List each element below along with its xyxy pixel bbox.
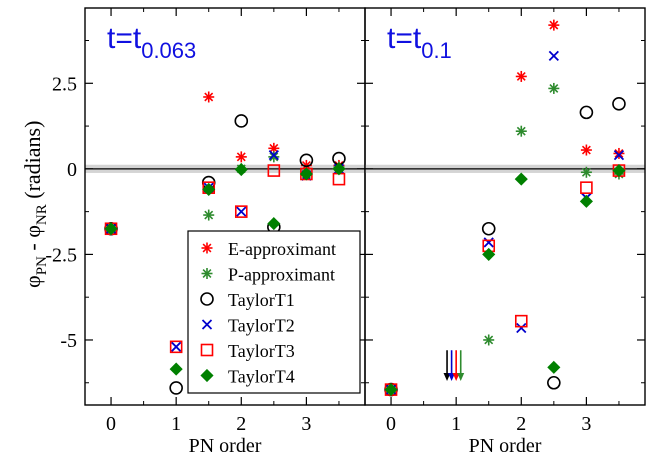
point-taylort1 — [579, 105, 594, 120]
legend-label-e-approximant: E-approximant — [228, 239, 336, 259]
point-e-approximant — [235, 151, 247, 163]
point-p-approximant — [580, 166, 592, 178]
point-taylort3 — [580, 181, 593, 194]
panel-title: t=t0.1 — [387, 22, 452, 63]
arrow-marker — [457, 350, 465, 382]
point-e-approximant — [548, 19, 560, 31]
point-taylort2 — [516, 322, 527, 334]
series-taylort1 — [384, 97, 626, 397]
legend-frame — [187, 230, 361, 394]
panel-1: 2.5 0 -2.5 -5 0 1 2 3 PN order t=t0.063 — [45, 7, 366, 457]
series-taylort4 — [104, 162, 346, 376]
point-taylort4 — [612, 163, 626, 178]
series-taylort4 — [384, 163, 626, 397]
point-taylort3 — [267, 164, 281, 177]
y-label-phi-main: φ — [20, 275, 45, 288]
legend: E-approximant P-approximant TaylorT1 Taylor… — [187, 230, 361, 394]
point-taylort1 — [299, 153, 314, 168]
legend-marker-taylort3 — [200, 343, 214, 357]
point-taylort4 — [202, 182, 216, 196]
point-taylort4 — [299, 167, 313, 181]
point-p-approximant — [268, 151, 280, 163]
point-p-approximant — [548, 82, 560, 94]
panel-frame — [364, 7, 646, 406]
arrow-marker — [443, 350, 451, 382]
point-taylort4 — [547, 360, 561, 374]
panel-title: t=t0.063 — [107, 22, 196, 63]
point-taylort4 — [332, 162, 346, 176]
y-tick-label: 2.5 — [52, 73, 77, 95]
x-tick-label: 1 — [171, 413, 181, 435]
point-taylort4 — [234, 162, 248, 177]
point-e-approximant — [203, 91, 215, 103]
y-axis-label: φPN - φNR (radians) — [20, 121, 50, 288]
x-tick-label: 0 — [386, 413, 396, 435]
y-tick-label: -5 — [60, 330, 77, 352]
point-taylort2 — [548, 50, 559, 62]
point-taylort2 — [613, 150, 625, 161]
point-e-approximant — [580, 144, 592, 156]
legend-marker-taylort2 — [201, 319, 213, 330]
legend-label-taylort4: TaylorT4 — [228, 367, 295, 387]
point-taylort4 — [267, 217, 281, 231]
point-taylort1 — [234, 114, 249, 128]
arrow-marker — [448, 350, 456, 382]
svg-text:φPN - φNR (radians): φPN - φNR (radians) — [20, 121, 50, 288]
y-label-sub-nr: NR — [34, 204, 50, 225]
series-e-approximant — [385, 19, 625, 396]
point-e-approximant — [613, 147, 625, 159]
x-tick-label: 2 — [516, 413, 526, 435]
point-taylort1 — [481, 221, 496, 236]
x-tick-label: 3 — [301, 413, 311, 435]
series-e-approximant — [105, 91, 345, 235]
point-taylort4 — [514, 172, 528, 186]
legend-label-taylort1: TaylorT1 — [228, 290, 295, 310]
x-tick-label: 3 — [581, 413, 591, 435]
legend-marker-p-approximant — [201, 268, 213, 279]
x-axis-label: PN order — [469, 435, 542, 457]
point-taylort1 — [169, 381, 183, 395]
legend-marker-e-approximant — [201, 242, 213, 254]
point-taylort2 — [268, 150, 279, 161]
legend-label-taylort2: TaylorT2 — [228, 316, 295, 336]
point-taylort3 — [234, 205, 248, 218]
point-taylort4 — [384, 383, 398, 397]
legend-label-p-approximant: P-approximant — [228, 265, 335, 285]
point-taylort4 — [169, 362, 183, 376]
y-tick-label: 0 — [67, 159, 77, 181]
legend-marker-taylort4 — [200, 368, 214, 383]
y-label-unit: (radians) — [20, 121, 45, 205]
point-taylort4 — [104, 222, 118, 236]
x-tick-label: 1 — [451, 413, 461, 435]
point-taylort4 — [579, 194, 593, 208]
legend-label-taylort3: TaylorT3 — [228, 341, 295, 361]
point-taylort1 — [547, 375, 561, 390]
x-tick-label: 0 — [106, 413, 116, 435]
point-e-approximant — [515, 70, 527, 82]
point-p-approximant — [203, 209, 215, 221]
arrow-marker — [452, 350, 460, 382]
point-taylort2 — [483, 237, 494, 248]
point-taylort2 — [171, 341, 182, 352]
x-tick-label: 2 — [236, 413, 246, 435]
point-taylort3 — [169, 340, 183, 354]
legend-marker-taylort1 — [200, 292, 214, 306]
point-taylort1 — [612, 97, 626, 111]
y-tick-label: -2.5 — [45, 244, 77, 266]
point-taylort4 — [482, 247, 496, 261]
panel-2: 0 1 2 3 PN order t=t0.1 — [364, 7, 646, 457]
point-taylort3 — [514, 314, 528, 328]
y-label-mid: - φ — [20, 225, 45, 256]
series-p-approximant — [385, 82, 625, 396]
series-taylort2 — [385, 50, 625, 395]
point-p-approximant — [515, 125, 527, 137]
y-label-sub-pn: PN — [34, 256, 50, 275]
x-axis-label: PN order — [189, 435, 262, 457]
point-taylort2 — [236, 206, 247, 217]
point-p-approximant — [483, 334, 495, 346]
